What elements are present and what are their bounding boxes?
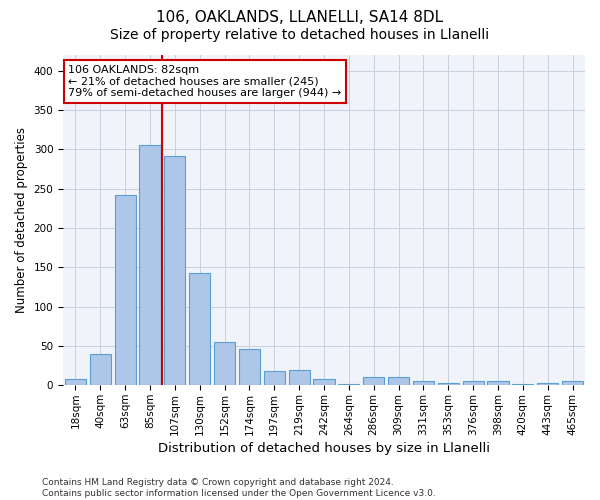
Bar xyxy=(289,370,310,386)
Text: Contains HM Land Registry data © Crown copyright and database right 2024.
Contai: Contains HM Land Registry data © Crown c… xyxy=(42,478,436,498)
Bar xyxy=(537,383,558,386)
Text: 106, OAKLANDS, LLANELLI, SA14 8DL: 106, OAKLANDS, LLANELLI, SA14 8DL xyxy=(157,10,443,25)
Bar xyxy=(363,376,384,386)
Bar xyxy=(139,146,161,386)
Y-axis label: Number of detached properties: Number of detached properties xyxy=(15,127,28,313)
X-axis label: Distribution of detached houses by size in Llanelli: Distribution of detached houses by size … xyxy=(158,442,490,455)
Bar xyxy=(313,379,335,386)
Bar xyxy=(115,195,136,386)
Bar xyxy=(189,273,210,386)
Bar xyxy=(65,379,86,386)
Text: Size of property relative to detached houses in Llanelli: Size of property relative to detached ho… xyxy=(110,28,490,42)
Bar xyxy=(214,342,235,386)
Bar xyxy=(487,382,509,386)
Bar xyxy=(463,382,484,386)
Bar xyxy=(438,383,459,386)
Bar xyxy=(90,354,111,386)
Bar xyxy=(512,384,533,386)
Bar xyxy=(239,349,260,386)
Bar xyxy=(388,376,409,386)
Bar xyxy=(338,384,359,386)
Bar xyxy=(264,371,285,386)
Bar xyxy=(562,382,583,386)
Bar xyxy=(164,156,185,386)
Text: 106 OAKLANDS: 82sqm
← 21% of detached houses are smaller (245)
79% of semi-detac: 106 OAKLANDS: 82sqm ← 21% of detached ho… xyxy=(68,65,341,98)
Bar xyxy=(413,382,434,386)
